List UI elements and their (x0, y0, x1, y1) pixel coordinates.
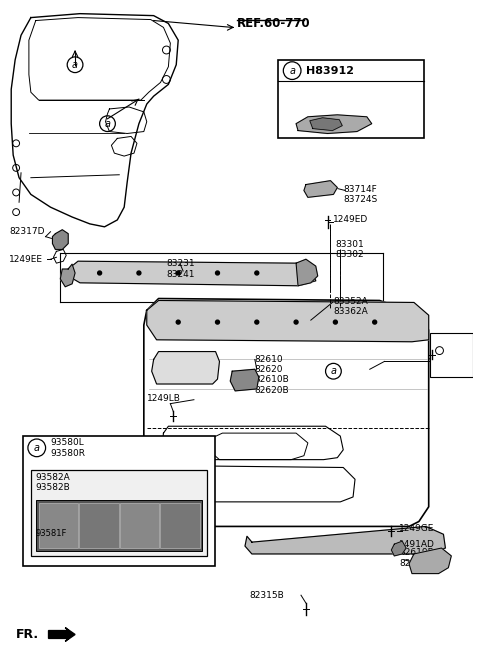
Circle shape (372, 320, 377, 324)
Bar (23, 436, 215, 565)
Polygon shape (68, 261, 316, 286)
Text: 93582A
93582B: 93582A 93582B (36, 472, 71, 492)
Circle shape (216, 320, 219, 324)
Bar (278, 60, 424, 138)
Circle shape (334, 320, 337, 324)
Text: 93580L
93580R: 93580L 93580R (50, 438, 85, 457)
Text: a: a (105, 119, 110, 129)
Text: 82314B: 82314B (438, 357, 472, 366)
Bar (160, 503, 200, 548)
Circle shape (255, 271, 259, 275)
Polygon shape (152, 352, 219, 384)
Text: 83352A
83362A: 83352A 83362A (334, 297, 368, 316)
Circle shape (176, 271, 180, 275)
Text: 82313F: 82313F (438, 343, 471, 352)
Polygon shape (409, 548, 451, 573)
Polygon shape (60, 264, 75, 287)
Text: 83301
83302: 83301 83302 (336, 239, 364, 259)
Text: 83231
83241: 83231 83241 (167, 259, 195, 279)
Bar (36, 500, 202, 551)
Text: 1249LB: 1249LB (147, 394, 180, 403)
Polygon shape (310, 118, 342, 131)
Text: a: a (330, 366, 336, 377)
Circle shape (294, 320, 298, 324)
Bar (39, 503, 78, 548)
Polygon shape (296, 259, 318, 286)
Polygon shape (52, 230, 68, 249)
Text: H83912: H83912 (306, 66, 354, 75)
Polygon shape (296, 115, 372, 134)
Text: 83714F
83724S: 83714F 83724S (343, 184, 377, 204)
Text: FR.: FR. (16, 628, 39, 641)
Bar (120, 503, 159, 548)
Circle shape (137, 271, 141, 275)
Polygon shape (304, 180, 337, 197)
Bar (79, 503, 119, 548)
Circle shape (216, 271, 219, 275)
Text: a: a (72, 60, 78, 70)
Polygon shape (48, 628, 75, 642)
Text: a: a (289, 66, 295, 75)
Polygon shape (245, 526, 445, 554)
Text: 93581F: 93581F (36, 529, 67, 538)
Circle shape (176, 320, 180, 324)
Bar (430, 333, 473, 377)
Text: REF.60-770: REF.60-770 (237, 17, 311, 30)
Polygon shape (147, 300, 429, 342)
Circle shape (255, 320, 259, 324)
Polygon shape (230, 369, 259, 391)
Text: 82619B
82629: 82619B 82629 (399, 548, 434, 567)
Text: 1249GE: 1249GE (399, 524, 434, 533)
Circle shape (97, 271, 102, 275)
Text: a: a (34, 443, 40, 453)
Text: 82315B: 82315B (249, 590, 284, 600)
Polygon shape (391, 541, 406, 556)
Bar (31, 470, 207, 556)
Text: 82317D: 82317D (9, 227, 45, 236)
Text: 82610
82620
82610B
82620B: 82610 82620 82610B 82620B (255, 354, 289, 395)
Text: 1249EE: 1249EE (9, 255, 43, 264)
Text: 1249ED: 1249ED (334, 215, 369, 224)
Text: 1491AD: 1491AD (399, 540, 435, 548)
